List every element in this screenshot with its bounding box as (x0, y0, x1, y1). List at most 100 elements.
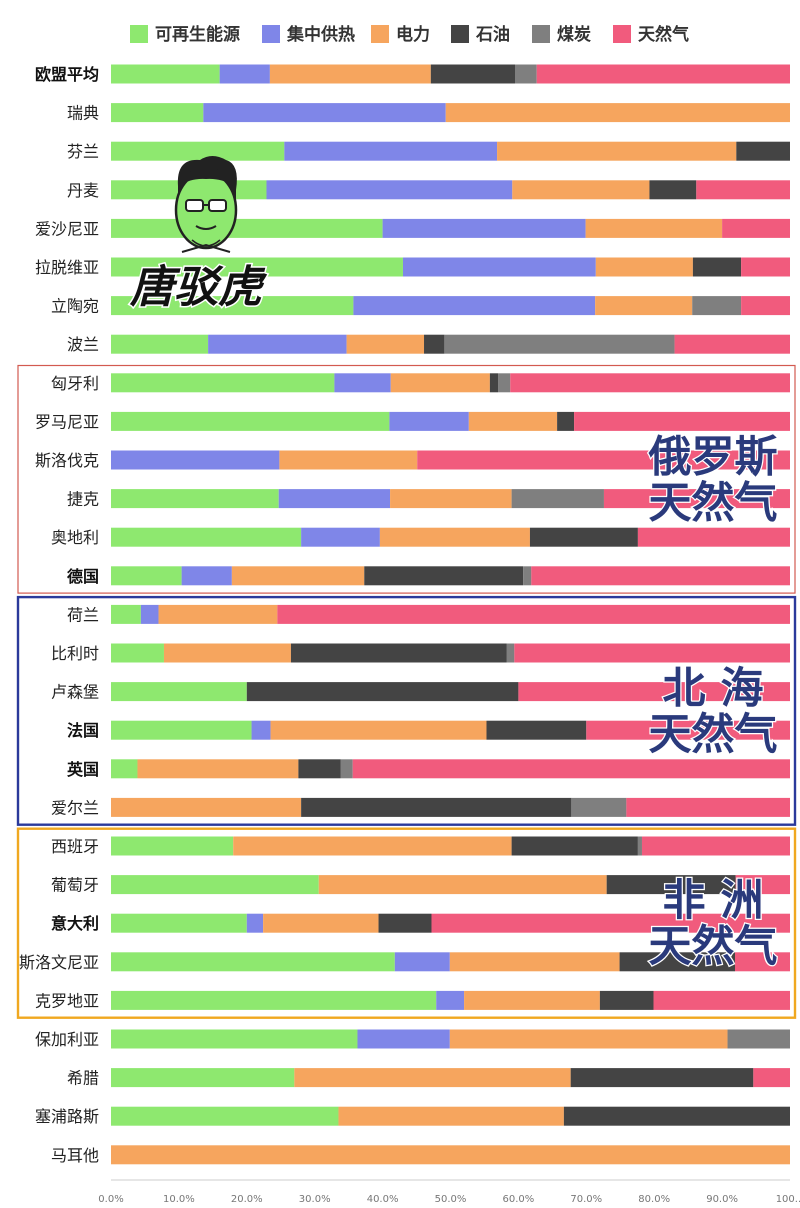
bar-segment-奥地利-集中供热[interactable] (301, 527, 380, 547)
bar-segment-希腊-天然气[interactable] (753, 1068, 790, 1088)
bar-segment-马耳他-电力[interactable] (111, 1145, 790, 1165)
bar-segment-斯洛文尼亚-天然气[interactable] (735, 952, 790, 972)
bar-segment-西班牙-煤炭[interactable] (637, 836, 642, 856)
bar-segment-奥地利-天然气[interactable] (637, 527, 790, 547)
legend-label-电力[interactable]: 电力 (396, 24, 430, 45)
bar-segment-立陶宛-天然气[interactable] (741, 296, 790, 316)
bar-segment-西班牙-电力[interactable] (233, 836, 512, 856)
bar-segment-保加利亚-可再生能源[interactable] (111, 1029, 358, 1049)
bar-segment-匈牙利-可再生能源[interactable] (111, 373, 335, 393)
bar-segment-欧盟平均-石油[interactable] (430, 64, 516, 84)
bar-segment-荷兰-集中供热[interactable] (140, 604, 159, 624)
bar-segment-瑞典-集中供热[interactable] (203, 103, 446, 123)
bar-segment-拉脱维亚-石油[interactable] (692, 257, 742, 277)
bar-segment-比利时-可再生能源[interactable] (111, 643, 164, 663)
bar-segment-捷克-电力[interactable] (390, 489, 512, 509)
legend-label-天然气[interactable]: 天然气 (638, 24, 689, 45)
bar-segment-卢森堡-可再生能源[interactable] (111, 682, 247, 702)
bar-segment-英国-煤炭[interactable] (340, 759, 353, 779)
bar-segment-罗马尼亚-可再生能源[interactable] (111, 411, 390, 431)
bar-segment-罗马尼亚-电力[interactable] (468, 411, 558, 431)
bar-segment-英国-天然气[interactable] (352, 759, 790, 779)
bar-segment-意大利-集中供热[interactable] (246, 913, 264, 933)
bar-segment-塞浦路斯-石油[interactable] (563, 1106, 790, 1126)
bar-segment-波兰-集中供热[interactable] (208, 334, 347, 354)
bar-segment-德国-煤炭[interactable] (523, 566, 532, 586)
bar-segment-爱沙尼亚-集中供热[interactable] (382, 218, 586, 238)
bar-segment-克罗地亚-石油[interactable] (599, 990, 654, 1010)
bar-segment-克罗地亚-电力[interactable] (464, 990, 600, 1010)
bar-segment-克罗地亚-天然气[interactable] (653, 990, 790, 1010)
bar-segment-捷克-煤炭[interactable] (511, 489, 604, 509)
bar-segment-斯洛伐克-电力[interactable] (279, 450, 418, 470)
bar-segment-捷克-集中供热[interactable] (278, 489, 391, 509)
bar-segment-立陶宛-煤炭[interactable] (692, 296, 742, 316)
bar-segment-葡萄牙-电力[interactable] (318, 875, 607, 895)
bar-segment-欧盟平均-天然气[interactable] (536, 64, 790, 84)
bar-segment-波兰-可再生能源[interactable] (111, 334, 209, 354)
bar-segment-德国-电力[interactable] (231, 566, 365, 586)
legend-label-可再生能源[interactable]: 可再生能源 (155, 24, 240, 45)
bar-segment-意大利-石油[interactable] (378, 913, 432, 933)
bar-segment-法国-天然气[interactable] (586, 720, 790, 740)
bar-segment-卢森堡-天然气[interactable] (518, 682, 790, 702)
bar-segment-波兰-石油[interactable] (424, 334, 445, 354)
bar-segment-德国-集中供热[interactable] (181, 566, 232, 586)
bar-segment-芬兰-石油[interactable] (736, 141, 790, 161)
bar-segment-比利时-电力[interactable] (163, 643, 291, 663)
bar-segment-斯洛文尼亚-可再生能源[interactable] (111, 952, 395, 972)
bar-segment-荷兰-天然气[interactable] (277, 604, 790, 624)
bar-segment-立陶宛-电力[interactable] (595, 296, 693, 316)
bar-segment-瑞典-电力[interactable] (445, 103, 790, 123)
bar-segment-比利时-煤炭[interactable] (506, 643, 515, 663)
bar-segment-波兰-电力[interactable] (346, 334, 425, 354)
bar-segment-欧盟平均-集中供热[interactable] (219, 64, 270, 84)
legend-swatch-可再生能源[interactable] (130, 25, 148, 43)
bar-segment-荷兰-电力[interactable] (158, 604, 278, 624)
bar-segment-葡萄牙-石油[interactable] (606, 875, 736, 895)
bar-segment-丹麦-集中供热[interactable] (266, 180, 513, 200)
bar-segment-塞浦路斯-可再生能源[interactable] (111, 1106, 339, 1126)
legend-swatch-石油[interactable] (451, 25, 469, 43)
bar-segment-匈牙利-集中供热[interactable] (334, 373, 391, 393)
legend-swatch-电力[interactable] (371, 25, 389, 43)
bar-segment-爱沙尼亚-电力[interactable] (585, 218, 723, 238)
bar-segment-德国-天然气[interactable] (531, 566, 790, 586)
bar-segment-奥地利-电力[interactable] (379, 527, 530, 547)
bar-segment-斯洛文尼亚-电力[interactable] (449, 952, 620, 972)
bar-segment-意大利-天然气[interactable] (431, 913, 790, 933)
legend-swatch-煤炭[interactable] (532, 25, 550, 43)
bar-segment-捷克-天然气[interactable] (603, 489, 790, 509)
bar-segment-克罗地亚-集中供热[interactable] (436, 990, 465, 1010)
bar-segment-意大利-可再生能源[interactable] (111, 913, 247, 933)
bar-segment-匈牙利-天然气[interactable] (510, 373, 790, 393)
bar-segment-保加利亚-电力[interactable] (449, 1029, 728, 1049)
bar-segment-欧盟平均-电力[interactable] (269, 64, 431, 84)
bar-segment-斯洛伐克-天然气[interactable] (417, 450, 790, 470)
legend-swatch-天然气[interactable] (613, 25, 631, 43)
bar-segment-葡萄牙-可再生能源[interactable] (111, 875, 319, 895)
bar-segment-斯洛文尼亚-集中供热[interactable] (394, 952, 450, 972)
bar-segment-波兰-煤炭[interactable] (444, 334, 675, 354)
bar-segment-葡萄牙-天然气[interactable] (735, 875, 790, 895)
bar-segment-意大利-电力[interactable] (263, 913, 379, 933)
bar-segment-拉脱维亚-天然气[interactable] (741, 257, 790, 277)
legend-label-煤炭[interactable]: 煤炭 (557, 24, 591, 45)
legend-label-集中供热[interactable]: 集中供热 (286, 24, 355, 45)
bar-segment-芬兰-可再生能源[interactable] (111, 141, 285, 161)
bar-segment-奥地利-可再生能源[interactable] (111, 527, 302, 547)
bar-segment-欧盟平均-煤炭[interactable] (515, 64, 537, 84)
bar-segment-法国-可再生能源[interactable] (111, 720, 252, 740)
bar-segment-捷克-可再生能源[interactable] (111, 489, 279, 509)
bar-segment-爱沙尼亚-天然气[interactable] (722, 218, 790, 238)
legend-label-石油[interactable]: 石油 (475, 24, 510, 45)
bar-segment-丹麦-石油[interactable] (649, 180, 697, 200)
bar-segment-欧盟平均-可再生能源[interactable] (111, 64, 220, 84)
bar-segment-比利时-石油[interactable] (290, 643, 507, 663)
bar-segment-芬兰-电力[interactable] (497, 141, 737, 161)
bar-segment-法国-石油[interactable] (486, 720, 587, 740)
bar-segment-西班牙-天然气[interactable] (641, 836, 790, 856)
bar-segment-丹麦-天然气[interactable] (696, 180, 790, 200)
bar-segment-爱尔兰-煤炭[interactable] (571, 797, 627, 817)
bar-segment-荷兰-可再生能源[interactable] (111, 604, 141, 624)
